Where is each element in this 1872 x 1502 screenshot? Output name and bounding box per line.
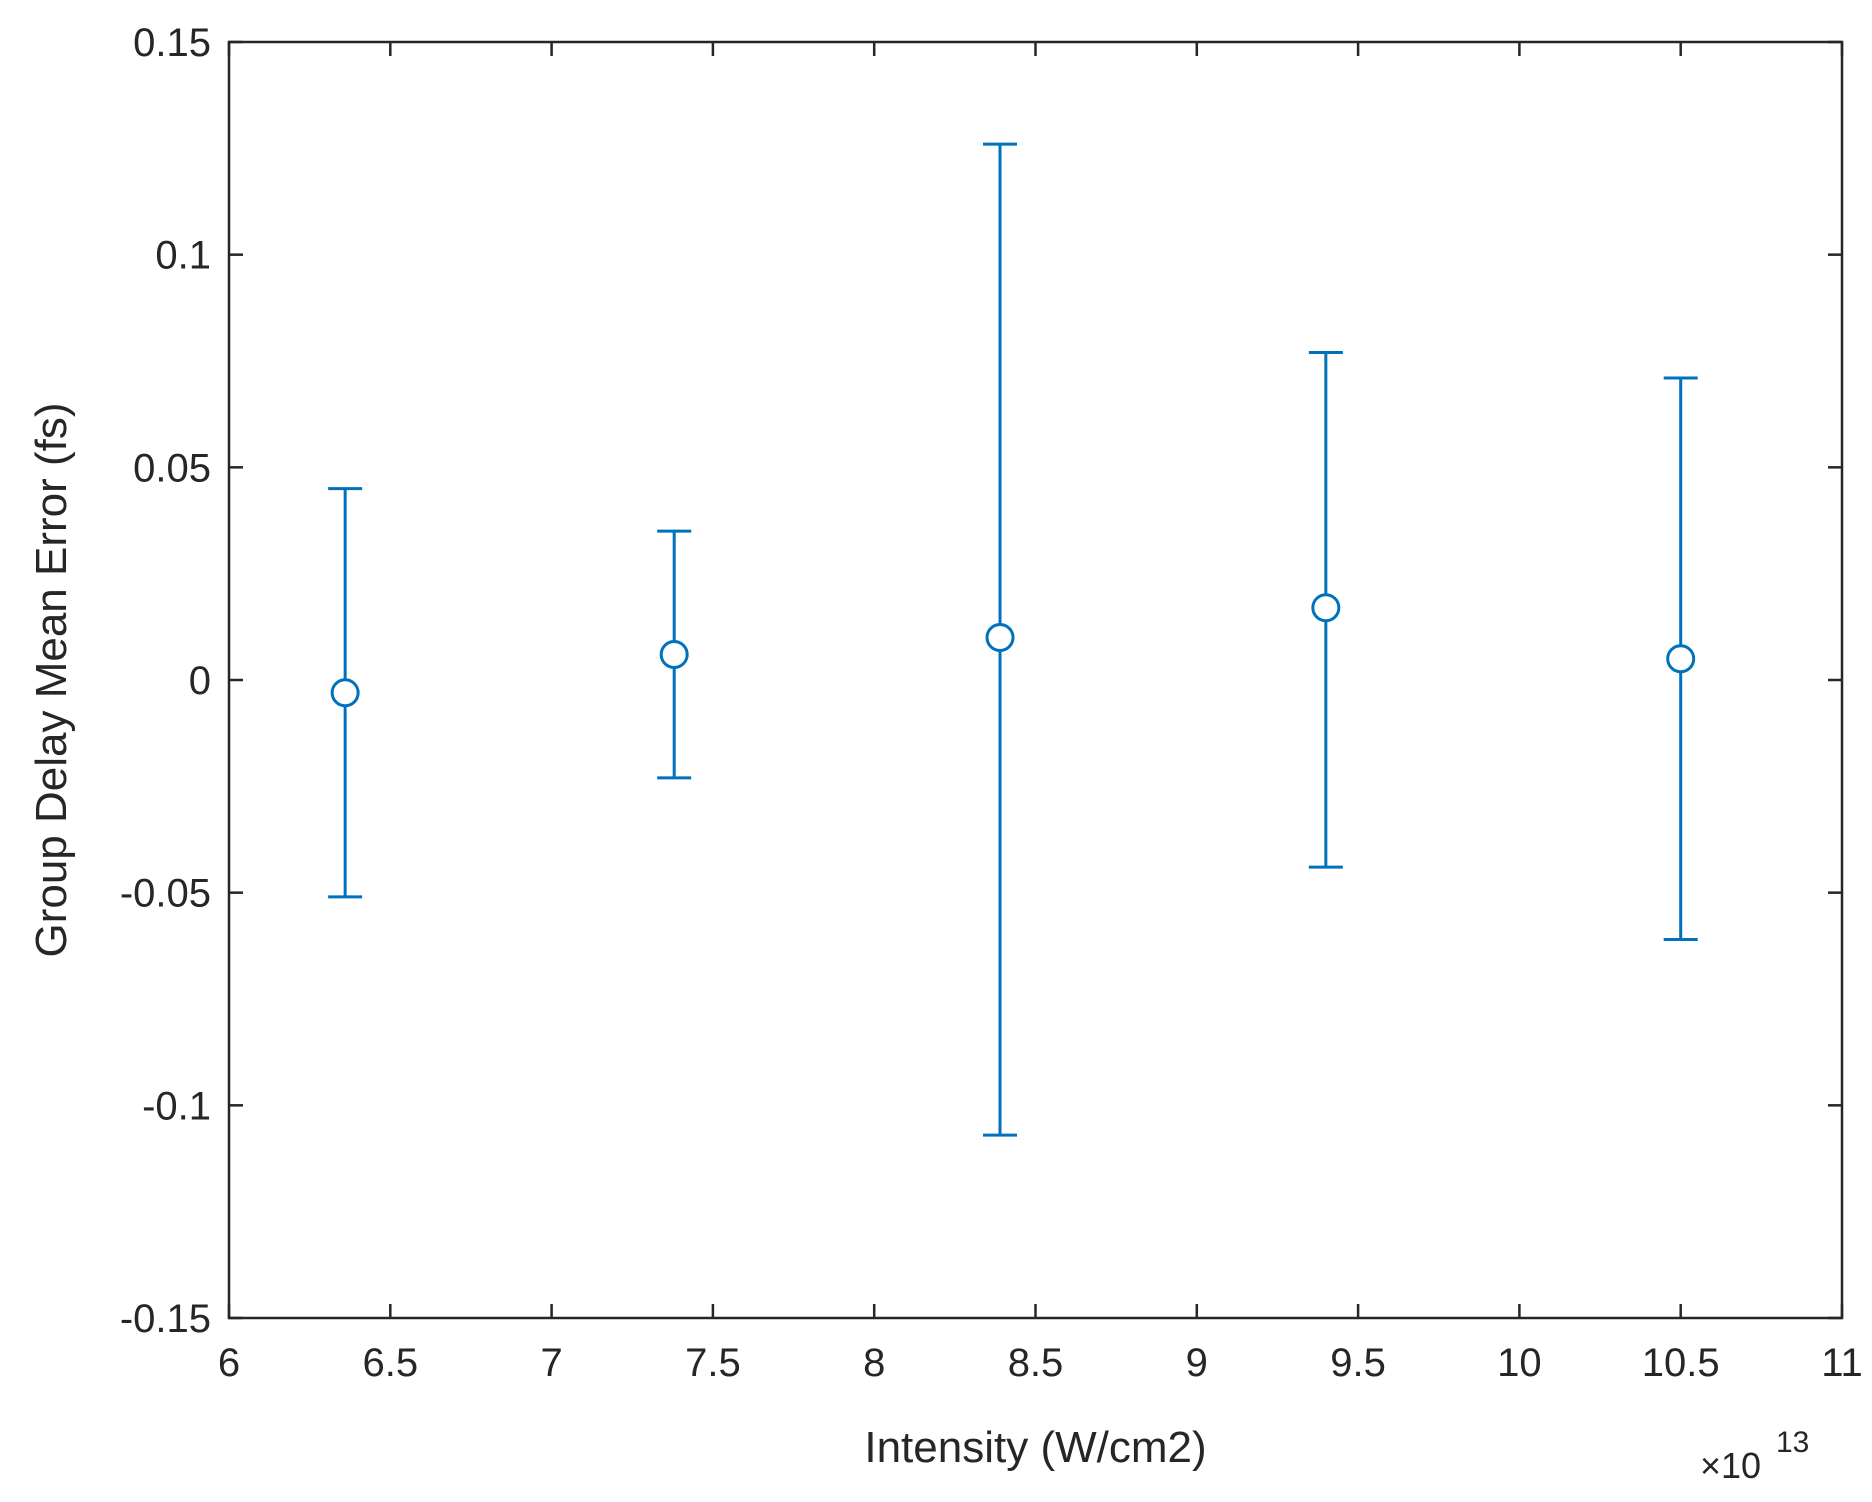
- x-tick-label: 9.5: [1330, 1341, 1386, 1385]
- x-axis-multiplier-exponent: 13: [1776, 1426, 1809, 1459]
- y-axis-label: Group Delay Mean Error (fs): [27, 402, 76, 957]
- x-tick-label: 10: [1497, 1341, 1542, 1385]
- data-point-group: [657, 529, 692, 780]
- x-tick-label: 6: [218, 1341, 240, 1385]
- data-point-marker: [985, 622, 1015, 652]
- axis-ticks: 6 6.5 7 7.5 8 8.5 9 9.5 10 10.5 11 -0.15 -0.1 -0.05 0 0…: [120, 21, 1863, 1385]
- data-point-group: [1663, 376, 1698, 941]
- x-axis-multiplier: ×10 13: [1700, 1426, 1809, 1486]
- x-tick-label: 8.5: [1008, 1341, 1064, 1385]
- x-axis-multiplier-base: ×10: [1700, 1445, 1761, 1486]
- y-tick-label: -0.05: [120, 872, 211, 916]
- y-tick-label: 0: [189, 659, 211, 703]
- data-point-group: [1308, 350, 1343, 869]
- data-point-marker: [1666, 644, 1696, 674]
- y-tick-label: 0.15: [133, 21, 211, 65]
- x-tick-label: 7: [540, 1341, 562, 1385]
- y-tick-label: -0.1: [142, 1084, 211, 1128]
- x-axis-label: Intensity (W/cm2): [864, 1423, 1206, 1472]
- data-point-group: [983, 142, 1018, 1137]
- y-tick-label: -0.15: [120, 1297, 211, 1341]
- x-tick-label: 9: [1186, 1341, 1208, 1385]
- plot-area-frame: [227, 40, 1844, 1320]
- y-tick-label: 0.1: [155, 234, 211, 278]
- y-tick-label: 0.05: [133, 446, 211, 490]
- data-point-marker: [330, 678, 360, 708]
- data-layer: [328, 142, 1698, 1137]
- x-tick-label: 10.5: [1642, 1341, 1720, 1385]
- x-tick-label: 7.5: [685, 1341, 741, 1385]
- x-tick-label: 11: [1821, 1341, 1863, 1385]
- data-point-marker: [659, 639, 689, 669]
- x-tick-label: 6.5: [362, 1341, 418, 1385]
- x-tick-label: 8: [863, 1341, 885, 1385]
- data-point-marker: [1311, 593, 1341, 623]
- data-point-group: [328, 487, 363, 899]
